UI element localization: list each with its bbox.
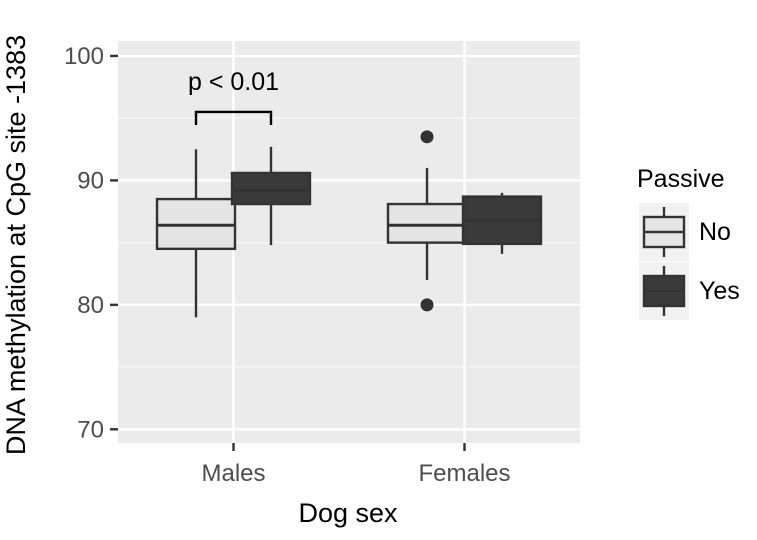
outlier-point bbox=[420, 298, 434, 312]
y-tick-label: 90 bbox=[77, 167, 104, 194]
legend-label-yes: Yes bbox=[699, 277, 740, 305]
box-layer bbox=[155, 130, 543, 318]
legend-key-yes bbox=[639, 262, 689, 320]
x-tick-label: Females bbox=[418, 460, 510, 487]
box-body bbox=[386, 202, 468, 244]
box-yes-males bbox=[230, 146, 312, 246]
significance-annotation: p < 0.01 bbox=[188, 68, 279, 125]
x-tick-label: Males bbox=[201, 460, 265, 487]
legend-title: Passive bbox=[637, 165, 725, 193]
legend-label-no: No bbox=[699, 218, 731, 246]
y-axis-title: DNA methylation at CpG site -1383 bbox=[1, 35, 31, 455]
box-no-males bbox=[155, 149, 237, 318]
y-tick-label: 70 bbox=[77, 416, 104, 443]
annotation-layer: p < 0.01 bbox=[188, 68, 279, 125]
axes: 70 80 90 100 Males Females bbox=[64, 43, 511, 487]
significance-label: p < 0.01 bbox=[188, 68, 279, 96]
significance-bracket bbox=[194, 110, 273, 125]
y-tick-label: 100 bbox=[64, 43, 104, 70]
box-no-females bbox=[386, 130, 468, 312]
x-axis-title: Dog sex bbox=[298, 498, 398, 528]
legend-key-no bbox=[639, 203, 689, 261]
legend: Passive No Yes bbox=[637, 165, 740, 320]
outlier-point bbox=[420, 130, 434, 144]
box-yes-females bbox=[461, 192, 543, 254]
legend-keys bbox=[639, 203, 689, 320]
box-body bbox=[230, 171, 312, 206]
y-tick-label: 80 bbox=[77, 292, 104, 319]
